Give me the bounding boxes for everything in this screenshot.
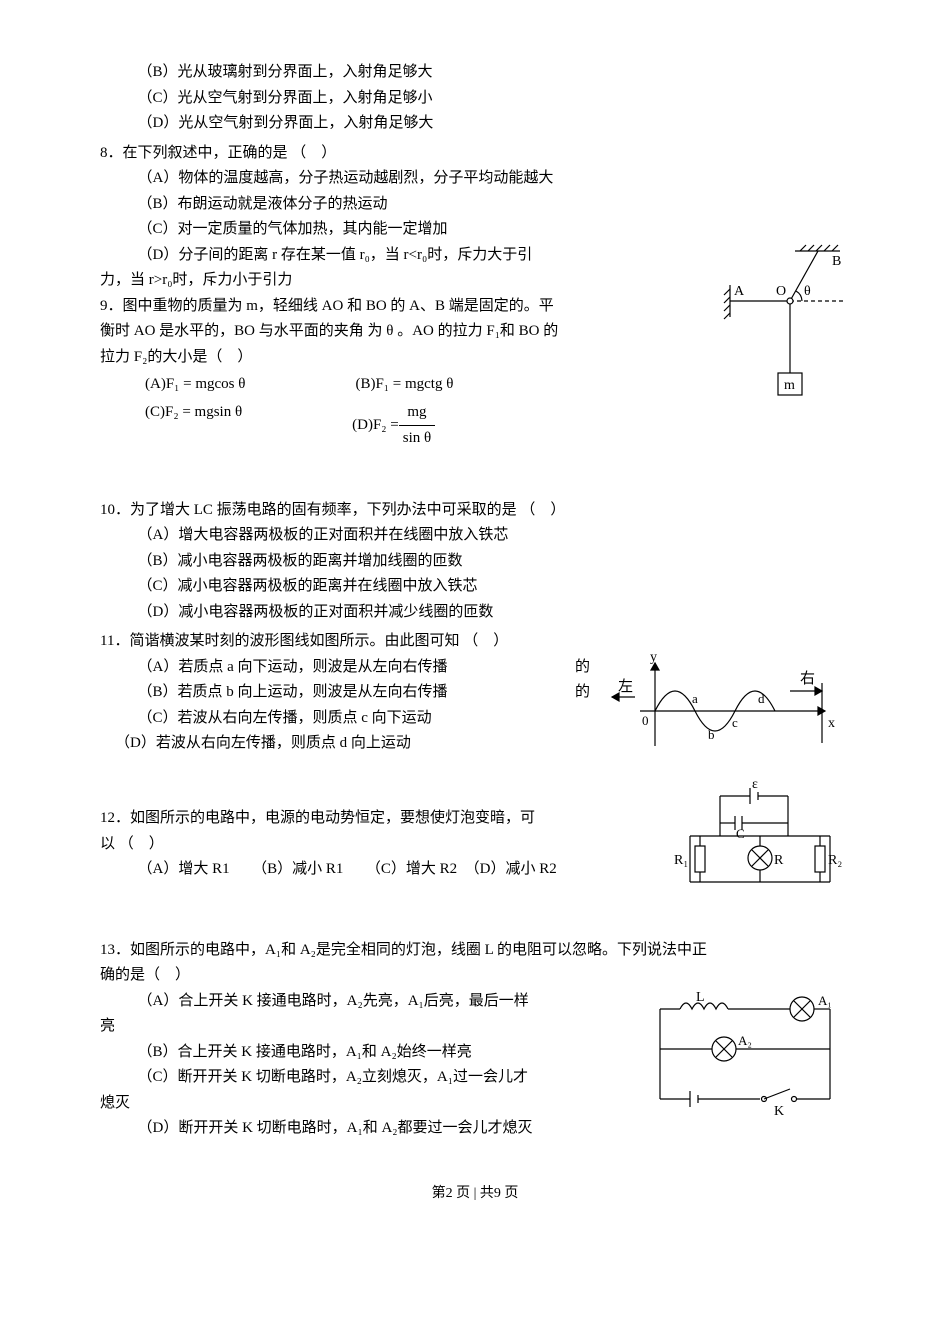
q10-opt-a: （A）增大电容器两极板的正对面积并在线圈中放入铁芯: [100, 523, 850, 549]
q9-diagram: B A O θ m: [720, 243, 850, 423]
page: （B）光从玻璃射到分界面上，入射角足够大 （C）光从空气射到分界面上，入射角足够…: [0, 0, 950, 1344]
q11-pt-a: a: [692, 691, 698, 706]
q10-opt-c: （C）减小电容器两极板的距离并在线圈中放入铁芯: [100, 574, 850, 600]
q13-diagram: L A₁ A₂ K: [640, 989, 850, 1129]
q11-opt-a-r: 的: [575, 655, 590, 681]
q9-label-m: m: [784, 378, 795, 393]
q12-r: R: [774, 853, 784, 868]
q9-opt-b: (B)F₁ = mgctg θ: [355, 372, 453, 398]
q12-eps: ε: [752, 778, 758, 792]
q9-opt-d-prefix: (D)F₂ =: [352, 413, 399, 439]
q10-opt-d: （D）减小电容器两极板的正对面积并减少线圈的匝数: [100, 600, 850, 626]
q7-opt-c: （C）光从空气射到分界面上，入射角足够小: [100, 86, 850, 112]
q9-opts-row1: (A)F₁ = mgcos θ (B)F₁ = mgctg θ: [100, 372, 710, 398]
page-footer: 第2 页 | 共9 页: [100, 1182, 850, 1206]
q11-opt-a-l: （A）若质点 a 向下运动，则波是从左向右传播: [100, 655, 448, 681]
q7-opt-b: （B）光从玻璃射到分界面上，入射角足够大: [100, 60, 850, 86]
q9-opt-a: (A)F₁ = mgcos θ: [145, 372, 245, 398]
q12-r2: R₂: [828, 853, 842, 868]
q11-pt-c: c: [732, 715, 738, 730]
q9-opt-d-num: mg: [399, 400, 435, 427]
q11-right: 右: [800, 670, 815, 687]
q9-opt-d: (D)F₂ = mgsin θ: [352, 400, 435, 452]
q13-k: K: [774, 1104, 784, 1119]
q12-c: C: [736, 826, 745, 841]
q13-l: L: [696, 990, 705, 1005]
q8-opt-b: （B）布朗运动就是液体分子的热运动: [100, 192, 850, 218]
q11-diagram: y x 0 左 右 a b c d: [600, 651, 850, 771]
q8-opt-a: （A）物体的温度越高，分子热运动越剧烈，分子平均动能越大: [100, 166, 850, 192]
q9-label-theta: θ: [804, 284, 811, 299]
q9-opts-row2: (C)F₂ = mgsin θ (D)F₂ = mgsin θ: [100, 400, 710, 452]
q13-line2: 确的是（ ）: [100, 963, 850, 989]
q10-opt-b: （B）减小电容器两极板的距离并增加线圈的匝数: [100, 549, 850, 575]
q11-left: 左: [618, 678, 633, 695]
q8-stem: 8．在下列叙述中，正确的是 （ ）: [100, 141, 850, 167]
q11-origin: 0: [642, 713, 649, 728]
q7-opt-d: （D）光从空气射到分界面上，入射角足够大: [100, 111, 850, 137]
q9-label-o: O: [776, 284, 786, 299]
q12-diagram: ε C R₁ R R₂: [670, 778, 850, 908]
q9-opt-d-frac: mgsin θ: [399, 400, 435, 452]
q9-opt-c: (C)F₂ = mgsin θ: [145, 400, 242, 452]
q8-opt-c: （C）对一定质量的气体加热，其内能一定增加: [100, 217, 850, 243]
q13-a2: A₂: [738, 1033, 752, 1048]
q11-opt-b-r: 的: [575, 680, 590, 706]
q13-line1: 13．如图所示的电路中，A₁和 A₂是完全相同的灯泡，线圈 L 的电阻可以忽略。…: [100, 938, 850, 964]
q11-block: y x 0 左 右 a b c d （A）若质点 a 向下运动，则波是从左向右传…: [100, 655, 850, 777]
q9-label-b: B: [832, 254, 841, 269]
q11-pt-b: b: [708, 727, 715, 742]
q11-axis-x: x: [828, 716, 835, 731]
q10-stem: 10．为了增大 LC 振荡电路的固有频率，下列办法中可采取的是 （ ）: [100, 498, 850, 524]
q9-label-a: A: [734, 284, 745, 299]
q13-block: L A₁ A₂ K （A）合上开关 K 接通电路时，A₂先亮，A₁后亮，最后一样…: [100, 989, 850, 1142]
q13-a1: A₁: [818, 993, 832, 1008]
q12-block: ε C R₁ R R₂ 12．如图所示的电路中，电源的电动势恒定，要想使灯泡变暗…: [100, 806, 850, 914]
q11-pt-d: d: [758, 691, 765, 706]
q12-r1: R₁: [674, 853, 688, 868]
q9-opt-d-den: sin θ: [399, 426, 435, 452]
q11-opt-b-l: （B）若质点 b 向上运动，则波是从左向右传播: [100, 680, 448, 706]
q11-axis-y: y: [650, 651, 657, 665]
